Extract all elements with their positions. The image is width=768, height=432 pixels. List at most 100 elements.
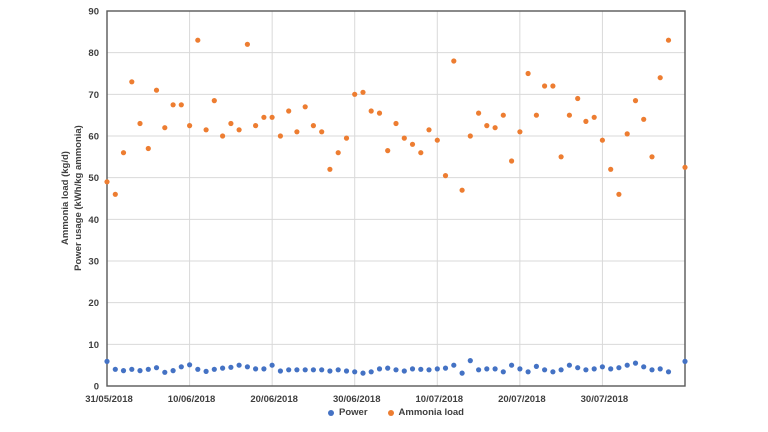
data-point-power [104, 358, 110, 364]
data-point-ammonia-load [319, 129, 325, 135]
x-axis-tick-label: 31/05/2018 [85, 394, 133, 405]
data-point-power [129, 366, 135, 372]
data-point-ammonia-load [211, 98, 217, 104]
data-point-power [418, 366, 424, 372]
data-point-ammonia-load [310, 123, 316, 129]
data-point-ammonia-load [616, 191, 622, 197]
data-point-power [310, 367, 316, 373]
data-point-power [335, 367, 341, 373]
y-axis-tick-label: 80 [88, 48, 99, 59]
data-point-power [500, 369, 506, 375]
data-point-power [426, 367, 432, 373]
data-point-power [145, 366, 151, 372]
y-axis-tick-label: 10 [88, 340, 99, 351]
data-point-ammonia-load [376, 110, 383, 116]
data-point-power [261, 366, 267, 372]
data-point-power [294, 367, 300, 373]
data-point-power [203, 368, 209, 374]
data-point-ammonia-load [484, 123, 490, 129]
data-point-ammonia-load [550, 83, 556, 89]
x-axis-tick-label: 30/07/2018 [581, 394, 629, 405]
data-point-ammonia-load [418, 150, 424, 156]
data-point-ammonia-load [228, 120, 234, 127]
data-point-ammonia-load [533, 112, 540, 118]
data-point-power [467, 358, 473, 364]
data-point-power [137, 368, 143, 374]
data-point-power [509, 362, 515, 368]
data-point-ammonia-load [236, 127, 242, 133]
y-axis-tick-label: 90 [88, 7, 99, 18]
data-point-ammonia-load [203, 127, 209, 133]
data-point-ammonia-load [187, 123, 193, 129]
data-point-power [220, 365, 226, 371]
data-point-power [682, 358, 688, 364]
data-point-ammonia-load [385, 148, 391, 154]
data-point-ammonia-load [162, 125, 168, 131]
data-point-ammonia-load [558, 154, 564, 160]
data-point-power [649, 367, 655, 373]
y-axis-tick-label: 30 [88, 257, 99, 268]
data-point-power [376, 366, 383, 372]
data-point-ammonia-load [591, 114, 597, 120]
data-point-power [665, 369, 672, 375]
data-point-power [162, 369, 168, 375]
data-point-ammonia-load [277, 133, 283, 139]
data-point-power [599, 364, 606, 370]
data-point-ammonia-load [393, 120, 399, 127]
data-point-power [343, 368, 350, 374]
data-point-ammonia-load [575, 95, 581, 102]
data-point-power [277, 368, 283, 374]
x-axis-tick-label: 10/07/2018 [416, 394, 464, 405]
data-point-power [542, 367, 548, 373]
data-point-ammonia-load [657, 75, 663, 81]
data-point-power [492, 366, 498, 372]
data-point-power [525, 369, 531, 375]
data-point-power [195, 366, 201, 372]
data-point-power [517, 366, 523, 372]
data-point-ammonia-load [665, 37, 672, 43]
data-point-power [244, 364, 250, 370]
data-point-power [583, 367, 589, 373]
data-point-ammonia-load [409, 141, 416, 147]
data-point-ammonia-load [220, 133, 226, 139]
data-point-ammonia-load [104, 179, 110, 185]
data-point-ammonia-load [178, 102, 184, 108]
power-legend-marker-icon [328, 409, 335, 416]
data-point-power [170, 368, 176, 374]
data-point-ammonia-load [599, 137, 606, 143]
x-axis-tick-label: 10/06/2018 [168, 394, 216, 405]
data-point-power [533, 363, 540, 369]
data-point-power [112, 366, 118, 372]
data-point-power [153, 365, 160, 371]
data-point-power [269, 362, 275, 368]
data-point-ammonia-load [517, 129, 523, 135]
ammonia-load-legend-marker-icon [387, 409, 394, 416]
data-point-ammonia-load [360, 89, 366, 95]
data-point-ammonia-load [129, 79, 135, 85]
data-point-power [178, 364, 184, 370]
data-point-ammonia-load [566, 112, 573, 118]
data-point-ammonia-load [649, 154, 655, 160]
data-point-power [360, 370, 366, 376]
legend-label-power: Power [339, 407, 368, 418]
data-point-ammonia-load [294, 129, 300, 135]
data-point-power [616, 365, 622, 371]
data-point-ammonia-load [244, 41, 250, 47]
data-point-ammonia-load [368, 108, 374, 114]
y-axis-tick-label: 20 [88, 298, 99, 309]
data-point-ammonia-load [327, 166, 333, 172]
data-point-ammonia-load [525, 70, 531, 77]
data-point-ammonia-load [682, 164, 688, 170]
data-point-ammonia-load [583, 118, 589, 124]
data-point-ammonia-load [442, 173, 449, 179]
data-point-ammonia-load [335, 150, 341, 156]
data-point-power [459, 370, 465, 376]
legend-item-power: Power [328, 407, 368, 418]
legend: Power Ammonia load [107, 407, 685, 418]
data-point-ammonia-load [170, 102, 176, 108]
data-point-power [442, 365, 449, 371]
data-point-power [327, 368, 333, 374]
data-point-power [401, 368, 407, 374]
data-point-ammonia-load [195, 37, 201, 43]
data-point-ammonia-load [467, 133, 473, 139]
